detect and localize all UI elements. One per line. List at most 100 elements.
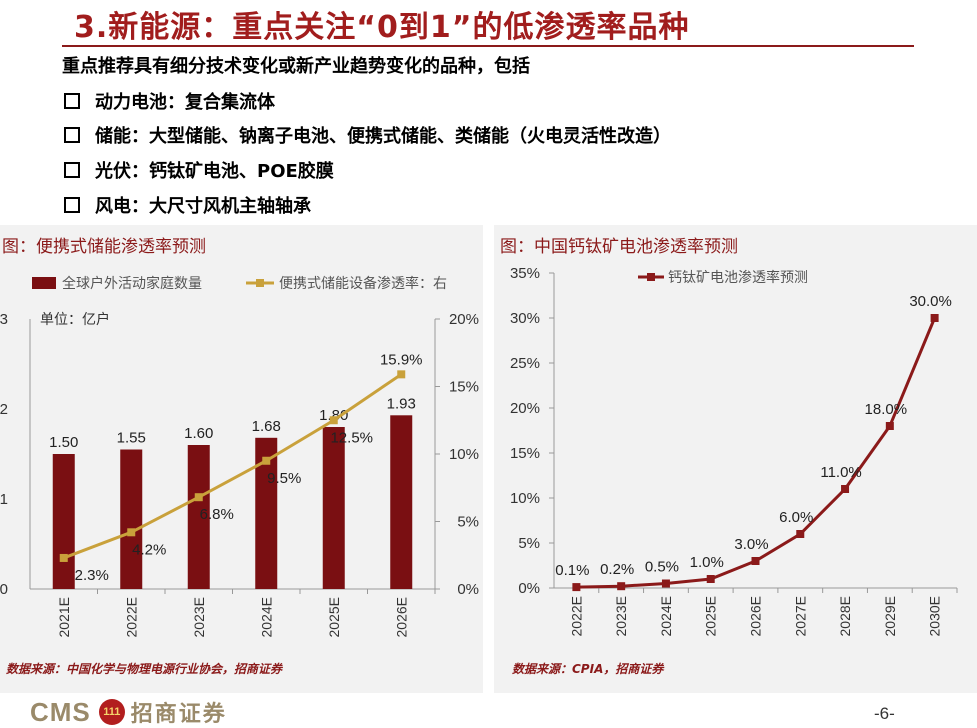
checkbox-bullet-icon xyxy=(64,197,80,213)
x-tick-label: 2029E xyxy=(882,596,898,636)
y-tick-label: 30% xyxy=(510,310,540,327)
y-tick-label: 5% xyxy=(518,535,540,552)
x-tick-label: 2024E xyxy=(258,597,274,637)
line-data-label: 0.2% xyxy=(600,561,634,578)
legend-line-label: 便携式储能设备渗透率：右 xyxy=(279,275,447,291)
bar-data-label: 1.68 xyxy=(252,418,281,435)
left-chart-title: 图：便携式储能渗透率预测 xyxy=(2,237,206,257)
legend-bar-swatch xyxy=(32,277,56,289)
line-data-label: 0.5% xyxy=(645,559,679,576)
brand-logo: CMS 111 招商证券 xyxy=(30,696,227,728)
line-point xyxy=(930,314,939,322)
right-y-tick-label: 15% xyxy=(449,379,479,396)
bar xyxy=(120,449,143,589)
line-point xyxy=(127,528,136,537)
x-tick-label: 2023E xyxy=(191,597,207,637)
x-tick-label: 2025E xyxy=(703,596,719,636)
y-tick-label: 25% xyxy=(510,355,540,372)
right-y-tick-label: 5% xyxy=(457,514,479,531)
bullet-item: 风电：大尺寸风机主轴轴承 xyxy=(64,192,311,218)
line-data-label: 0.1% xyxy=(555,562,589,579)
line-point xyxy=(59,553,68,562)
bar-data-label: 1.93 xyxy=(387,395,416,412)
line-point xyxy=(885,422,894,430)
unit-label: 单位：亿户 xyxy=(40,311,110,327)
right-y-tick-label: 0% xyxy=(457,581,479,598)
x-tick-label: 2022E xyxy=(123,597,139,637)
line-point xyxy=(796,530,805,538)
line-data-label: 1.0% xyxy=(690,554,724,571)
legend-line-marker xyxy=(647,273,655,281)
line-data-label: 3.0% xyxy=(734,536,768,553)
title-divider xyxy=(62,45,914,47)
page-number: -6- xyxy=(874,704,895,723)
left-chart: 0 1 2 3 0% 5% 10% 15% 20% 2021E 2022E 2023E 2024E 202… xyxy=(0,275,479,637)
x-tick-label: 2022E xyxy=(568,596,584,636)
line-data-label: 6.0% xyxy=(779,509,813,526)
line-data-label: 30.0% xyxy=(909,293,952,310)
bar xyxy=(255,437,278,589)
bullet-item: 储能：大型储能、钠离子电池、便携式储能、类储能（火电灵活性改造） xyxy=(64,122,671,148)
line-point xyxy=(397,370,406,379)
bar xyxy=(322,427,345,589)
brand-coin-icon: 111 xyxy=(98,699,125,725)
bar xyxy=(187,445,210,589)
right-chart-title: 图：中国钙钛矿电池渗透率预测 xyxy=(500,237,738,257)
line-point xyxy=(706,575,715,583)
bullet-item: 光伏：钙钛矿电池、POE胶膜 xyxy=(64,157,334,183)
left-y-tick-label: 0 xyxy=(0,581,8,598)
right-chart-panel xyxy=(494,225,977,693)
x-tick-label: 2025E xyxy=(326,597,342,637)
slide-title: 3.新能源：重点关注“0到1”的低渗透率品种 xyxy=(74,10,690,45)
line-point xyxy=(329,416,338,425)
line-data-label: 11.0% xyxy=(820,464,861,481)
line-point xyxy=(661,579,670,588)
bar-data-label: 1.60 xyxy=(184,425,213,442)
legend-bar-label: 全球户外活动家庭数量 xyxy=(62,275,202,291)
y-tick-label: 35% xyxy=(510,265,540,282)
x-tick-label: 2030E xyxy=(927,596,943,636)
cms-logo-text: CMS xyxy=(30,696,91,727)
bullet-text: 储能：大型储能、钠离子电池、便携式储能、类储能（火电灵活性改造） xyxy=(95,126,671,147)
legend-line-marker xyxy=(256,279,264,287)
y-tick-label: 0% xyxy=(518,580,540,597)
bullet-text: 风电：大尺寸风机主轴轴承 xyxy=(95,196,311,217)
right-y-tick-label: 20% xyxy=(449,311,479,328)
bar xyxy=(390,415,413,589)
x-tick-label: 2021E xyxy=(56,597,72,637)
right-chart-source: 数据来源：CPIA，招商证券 xyxy=(512,662,664,676)
bar xyxy=(52,454,75,589)
line-data-label: 9.5% xyxy=(267,470,301,487)
bar-data-label: 1.80 xyxy=(319,407,348,424)
line-data-label: 18.0% xyxy=(865,401,908,418)
y-tick-label: 10% xyxy=(510,490,540,507)
x-tick-label: 2028E xyxy=(837,596,853,636)
bullet-item: 动力电池：复合集流体 xyxy=(64,88,275,114)
x-tick-label: 2026E xyxy=(393,597,409,637)
legend-line-label: 钙钛矿电池渗透率预测 xyxy=(668,269,808,285)
left-chart-source: 数据来源：中国化学与物理电源行业协会，招商证券 xyxy=(6,662,283,676)
line-data-label: 15.9% xyxy=(380,351,423,368)
checkbox-bullet-icon xyxy=(64,93,80,109)
left-y-tick-label: 1 xyxy=(0,491,8,508)
intro-text: 重点推荐具有细分技术变化或新产业趋势变化的品种，包括 xyxy=(62,56,530,77)
bullet-text: 动力电池：复合集流体 xyxy=(95,92,275,113)
y-tick-label: 15% xyxy=(510,445,540,462)
line-point xyxy=(841,485,850,493)
bullet-text: 光伏：钙钛矿电池、POE胶膜 xyxy=(95,161,334,182)
line-data-label: 12.5% xyxy=(330,429,373,446)
checkbox-bullet-icon xyxy=(64,127,80,143)
checkbox-bullet-icon xyxy=(64,162,80,178)
line-data-label: 4.2% xyxy=(132,541,166,558)
right-y-tick-label: 10% xyxy=(449,446,479,463)
left-y-tick-label: 2 xyxy=(0,401,8,418)
bar-data-label: 1.50 xyxy=(49,434,78,451)
line-point xyxy=(572,583,581,592)
line-point xyxy=(617,582,626,591)
x-tick-label: 2027E xyxy=(792,596,808,636)
brand-name: 招商证券 xyxy=(130,702,227,727)
line-point xyxy=(262,456,271,465)
y-tick-label: 20% xyxy=(510,400,540,417)
left-y-tick-label: 3 xyxy=(0,311,8,328)
right-chart: 0% 5% 10% 15% 20% 25% 30% 35% 2022E 2023E 2024E 202… xyxy=(510,265,958,636)
